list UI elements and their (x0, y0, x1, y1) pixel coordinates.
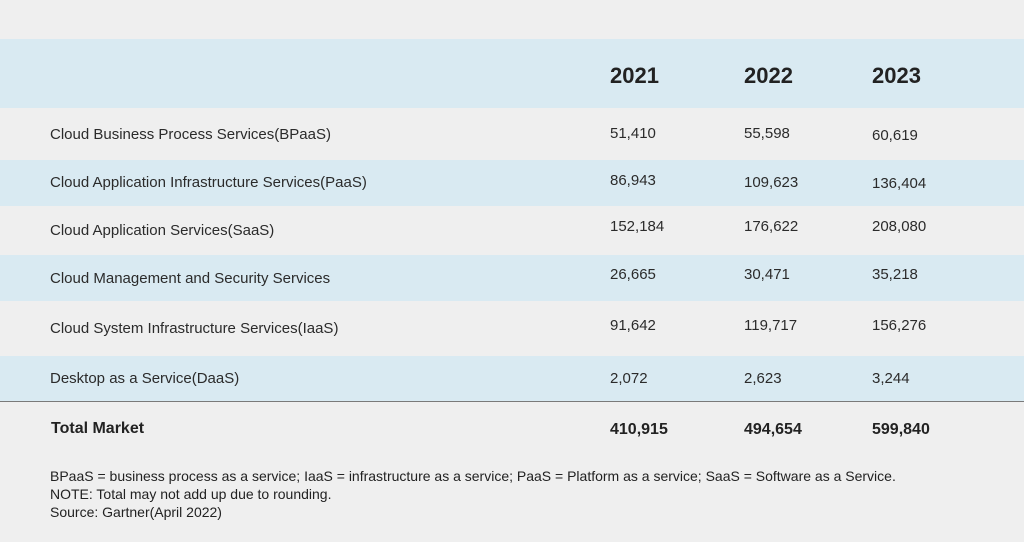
total-divider (0, 401, 1024, 402)
table-header-row: 2021 2022 2023 (0, 39, 1024, 108)
row-value-2023: 3,244 (872, 370, 910, 387)
table-row: Cloud System Infrastructure Services(Iaa… (0, 301, 1024, 356)
total-value-2021: 410,915 (610, 421, 668, 438)
year-header-2023: 2023 (872, 63, 921, 88)
row-value-2022: 55,598 (744, 125, 790, 142)
table-row: Cloud Management and Security Services 2… (0, 255, 1024, 301)
row-value-2023: 208,080 (872, 218, 927, 235)
row-value-2022: 119,717 (744, 317, 798, 334)
table-footnotes: BPaaS = business process as a service; I… (50, 467, 1010, 521)
table-row: Cloud Application Infrastructure Service… (0, 160, 1024, 206)
row-value-2021: 26,665 (610, 266, 656, 283)
table-row: Desktop as a Service(DaaS) 2,072 2,623 3… (0, 356, 1024, 402)
row-value-2022: 30,471 (744, 266, 790, 283)
table-row: Cloud Business Process Services(BPaaS) 5… (0, 108, 1024, 160)
row-value-2021: 91,642 (610, 317, 656, 334)
row-value-2023: 136,404 (872, 175, 927, 192)
total-value-2023: 599,840 (872, 421, 930, 438)
row-value-2022: 176,622 (744, 218, 799, 235)
forecast-table: 2021 2022 2023 Cloud Business Process Se… (0, 39, 1024, 402)
row-value-2022: 2,623 (744, 370, 782, 387)
row-value-2023: 60,619 (872, 127, 918, 144)
row-label: Desktop as a Service(DaaS) (50, 370, 240, 387)
row-value-2021: 86,943 (610, 172, 656, 189)
total-market-row: Total Market 410,915 494,654 599,840 (0, 402, 1024, 457)
row-value-2023: 156,276 (872, 317, 927, 334)
year-header-2021: 2021 (610, 63, 659, 88)
table-row: Cloud Application Services(SaaS) 152,184… (0, 206, 1024, 255)
row-value-2023: 35,218 (872, 266, 918, 283)
row-value-2021: 152,184 (610, 218, 665, 235)
row-value-2022: 109,623 (744, 174, 799, 191)
source-note: Source: Gartner(April 2022) (50, 504, 222, 520)
total-market-label: Total Market (51, 420, 145, 437)
row-label: Cloud System Infrastructure Services(Iaa… (50, 320, 339, 337)
rounding-note: NOTE: Total may not add up due to roundi… (50, 486, 332, 502)
row-label: Cloud Application Infrastructure Service… (50, 174, 367, 191)
row-value-2021: 2,072 (610, 370, 648, 387)
row-label: Cloud Application Services(SaaS) (50, 222, 275, 239)
row-value-2021: 51,410 (610, 125, 656, 142)
total-value-2022: 494,654 (744, 421, 802, 438)
row-label: Cloud Business Process Services(BPaaS) (50, 126, 331, 143)
year-header-2022: 2022 (744, 63, 793, 88)
abbreviation-note: BPaaS = business process as a service; I… (50, 468, 896, 484)
row-label: Cloud Management and Security Services (50, 270, 331, 287)
